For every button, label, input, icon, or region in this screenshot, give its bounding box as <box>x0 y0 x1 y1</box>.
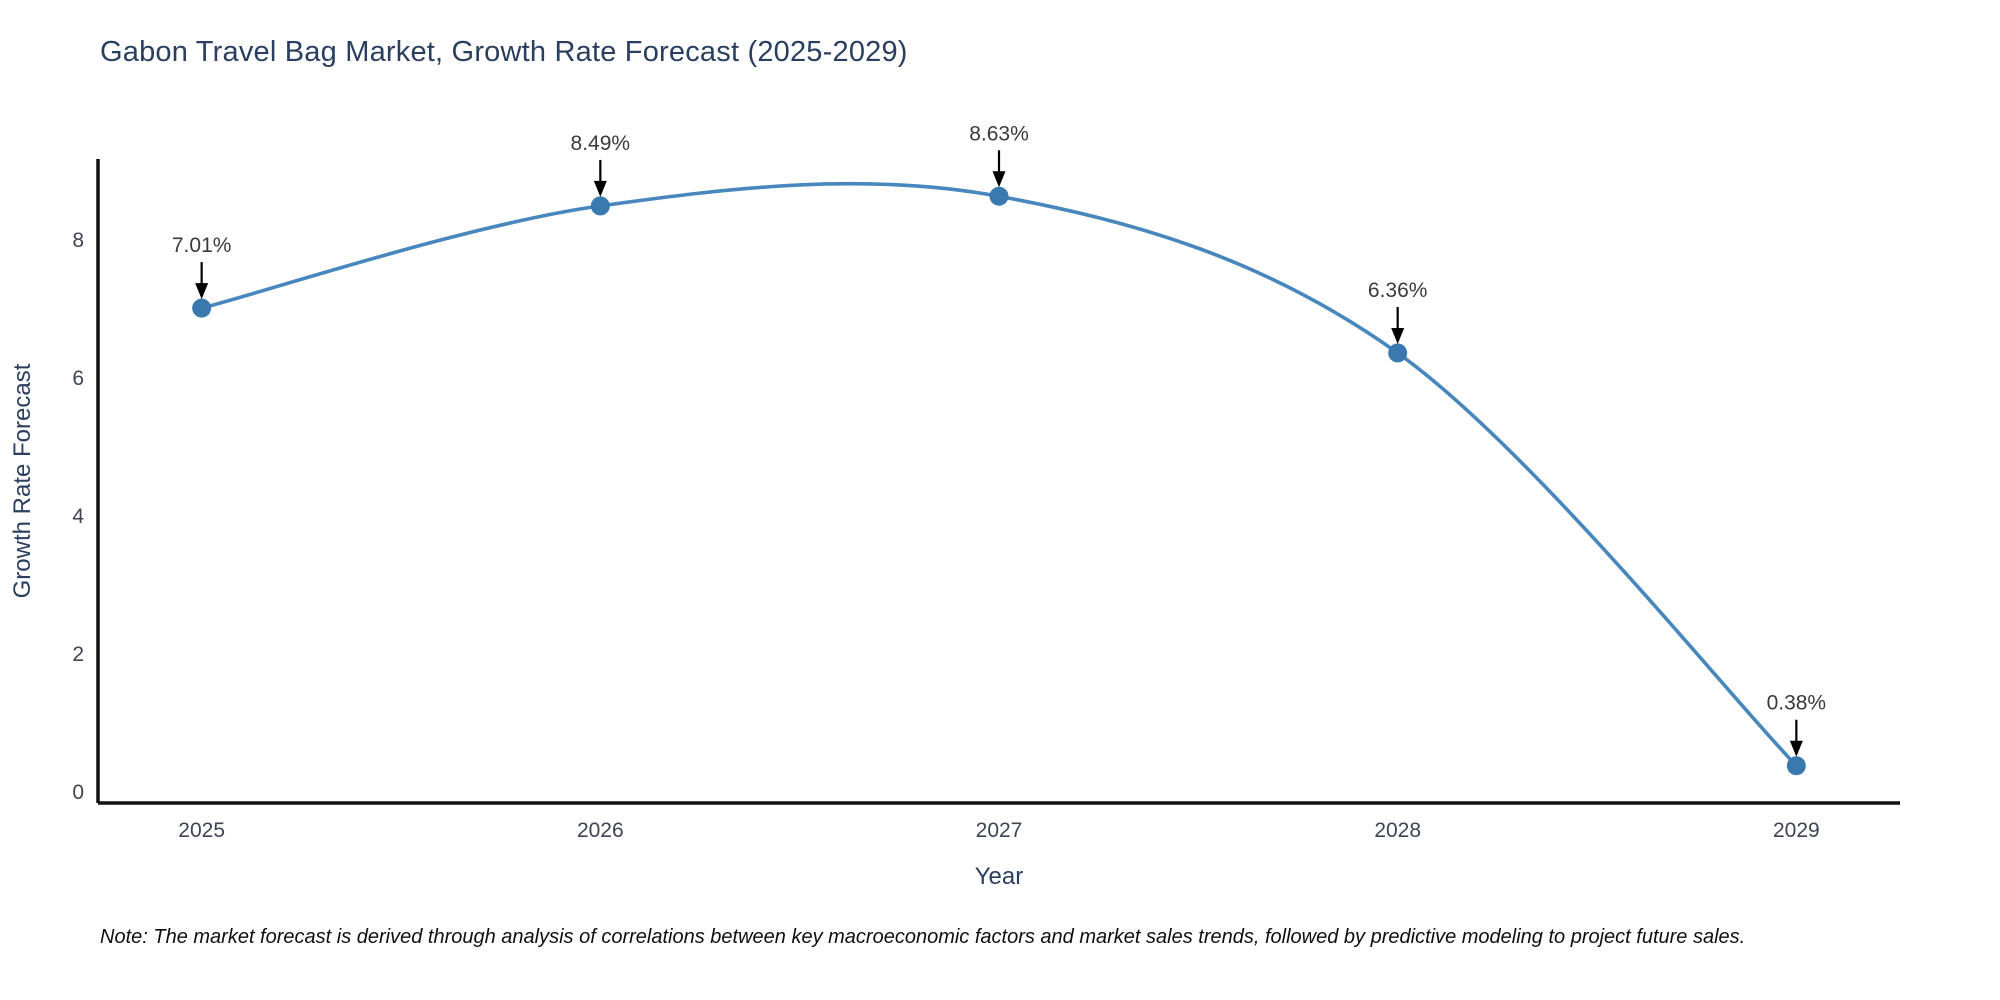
y-tick-label: 2 <box>72 643 84 666</box>
annotation-arrowhead-icon <box>593 180 607 197</box>
annotation-label: 7.01% <box>172 234 232 257</box>
y-tick-label: 4 <box>72 505 84 528</box>
axes <box>96 159 1900 805</box>
annotation-label: 8.49% <box>571 132 631 155</box>
annotations: 7.01% 8.49% 8.63% 6.36% 0.38% <box>172 122 1827 757</box>
data-point-marker[interactable] <box>192 298 212 318</box>
annotation-label: 8.63% <box>969 122 1029 145</box>
data-point-marker[interactable] <box>1786 756 1806 776</box>
trend-line <box>199 181 1799 768</box>
y-tick-label: 0 <box>72 781 84 804</box>
x-tick-label: 2028 <box>1374 819 1421 842</box>
x-tick-label: 2026 <box>577 819 624 842</box>
x-tick-label: 2025 <box>178 819 225 842</box>
annotation-arrowhead-icon <box>992 171 1006 188</box>
x-tick-label: 2027 <box>976 819 1023 842</box>
data-series <box>192 181 1806 776</box>
data-point-marker[interactable] <box>590 196 610 216</box>
annotation-arrowhead-icon <box>1789 740 1803 757</box>
footnote: Note: The market forecast is derived thr… <box>100 926 1746 948</box>
x-tick-label: 2029 <box>1773 819 1820 842</box>
tick-labels: 0 2 4 6 8 2025 2026 2027 2028 2029 <box>72 229 1819 842</box>
annotation-label: 6.36% <box>1368 279 1428 302</box>
y-axis-title: Growth Rate Forecast <box>9 363 36 598</box>
annotation-arrowhead-icon <box>195 283 209 300</box>
chart-title: Gabon Travel Bag Market, Growth Rate For… <box>100 36 908 68</box>
annotation-arrowhead-icon <box>1391 327 1405 344</box>
data-point-marker[interactable] <box>989 186 1009 206</box>
y-tick-label: 8 <box>72 229 84 252</box>
annotation-label: 0.38% <box>1767 692 1827 715</box>
data-point-marker[interactable] <box>1388 343 1408 363</box>
x-axis-title: Year <box>975 863 1024 890</box>
y-tick-label: 6 <box>72 367 84 390</box>
